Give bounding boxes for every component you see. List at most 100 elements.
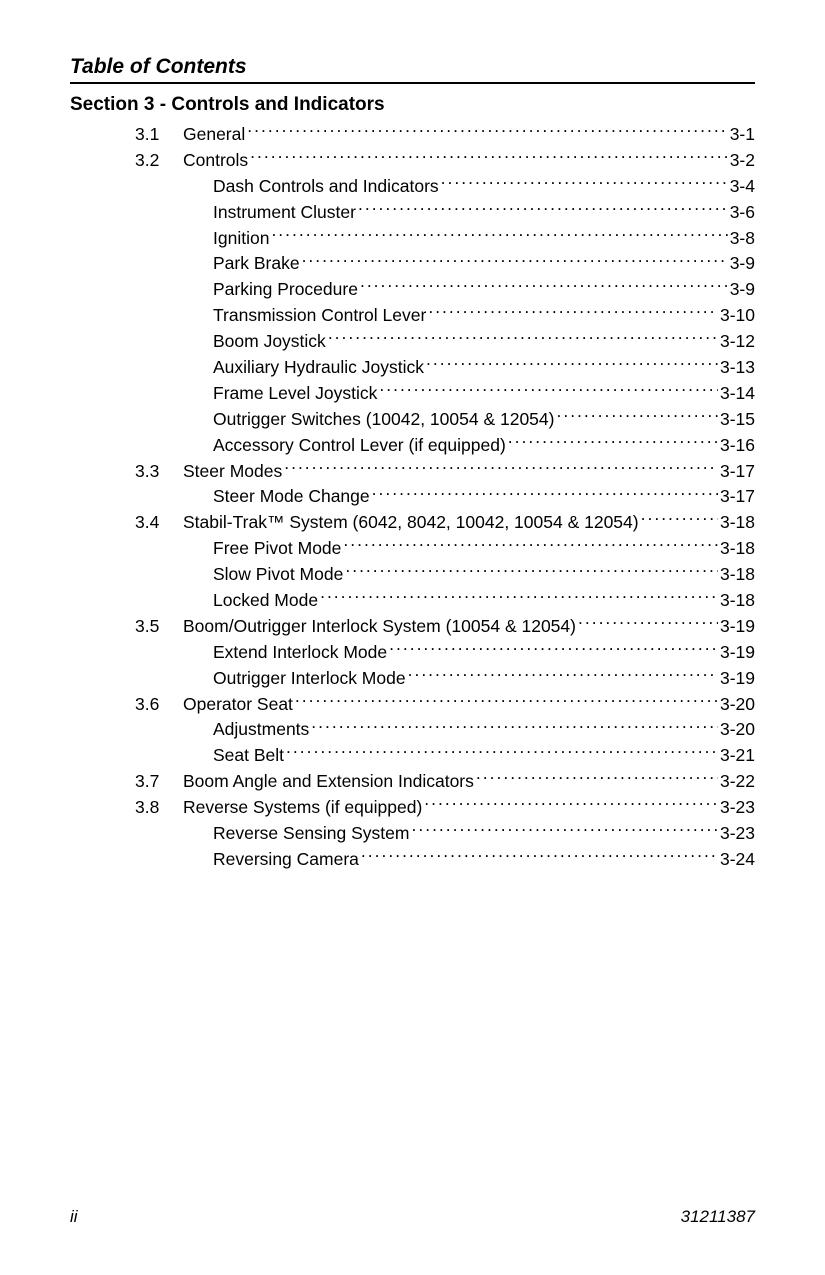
toc-entry: Steer Mode Change 3-17 [70, 484, 755, 510]
toc-entry-page: 3-9 [730, 277, 755, 303]
toc-entry: Instrument Cluster3-6 [70, 200, 755, 226]
toc-entry-number: 3.3 [135, 459, 183, 485]
toc-entry-label: Ignition [183, 226, 269, 252]
footer-doc-number: 31211387 [681, 1207, 755, 1227]
toc-leader-dots [361, 847, 718, 865]
toc-entry-page: 3-19 [720, 640, 755, 666]
toc-entry-label: Steer Modes [183, 459, 282, 485]
toc-entry-label: Locked Mode [183, 588, 318, 614]
toc-entry-label: Transmission Control Lever [183, 303, 426, 329]
toc-entry-page: 3-15 [720, 407, 755, 433]
toc-entry-page: 3-22 [720, 769, 755, 795]
toc-entry: Reversing Camera3-24 [70, 847, 755, 873]
toc-entry: Frame Level Joystick 3-14 [70, 381, 755, 407]
toc-entry-page: 3-20 [720, 717, 755, 743]
toc-leader-dots [641, 511, 718, 529]
toc-entry-label: Free Pivot Mode [183, 536, 341, 562]
toc-leader-dots [476, 770, 718, 788]
toc-entry: 3.1General 3-1 [70, 122, 755, 148]
toc-entry: Ignition 3-8 [70, 226, 755, 252]
toc-entry-number: 3.8 [135, 795, 183, 821]
toc-entry: Boom Joystick3-12 [70, 329, 755, 355]
toc-leader-dots [286, 744, 718, 762]
toc-entry-label: Reverse Systems (if equipped) [183, 795, 422, 821]
toc-entry: Park Brake 3-9 [70, 251, 755, 277]
toc-entry: Outrigger Switches (10042, 10054 & 12054… [70, 407, 755, 433]
toc-entry-page: 3-21 [720, 743, 755, 769]
toc-entry-label: Seat Belt [183, 743, 284, 769]
toc-entry: Locked Mode3-18 [70, 588, 755, 614]
toc-leader-dots [311, 718, 718, 736]
toc-entry-label: Accessory Control Lever (if equipped) [183, 433, 506, 459]
toc-entry-page: 3-17 [720, 459, 755, 485]
toc-entry-label: Outrigger Switches (10042, 10054 & 12054… [183, 407, 554, 433]
toc-entry-label: Boom/Outrigger Interlock System (10054 &… [183, 614, 576, 640]
toc-entry-page: 3-23 [720, 795, 755, 821]
toc-entry: 3.5Boom/Outrigger Interlock System (1005… [70, 614, 755, 640]
toc-entry-page: 3-18 [720, 562, 755, 588]
toc-leader-dots [578, 614, 718, 632]
toc-entry: Dash Controls and Indicators 3-4 [70, 174, 755, 200]
toc-entry: Outrigger Interlock Mode3-19 [70, 666, 755, 692]
toc-entry-label: Instrument Cluster [183, 200, 356, 226]
toc-entry: Seat Belt 3-21 [70, 743, 755, 769]
toc-entry-page: 3-9 [730, 251, 755, 277]
toc-entry-page: 3-10 [720, 303, 755, 329]
toc-entry: Extend Interlock Mode3-19 [70, 640, 755, 666]
toc-leader-dots [358, 200, 728, 218]
toc-entry: 3.7Boom Angle and Extension Indicators3-… [70, 769, 755, 795]
toc-entry-page: 3-4 [730, 174, 755, 200]
toc-entry-label: Outrigger Interlock Mode [183, 666, 406, 692]
toc-entry-label: Park Brake [183, 251, 300, 277]
toc-entry-label: Adjustments [183, 717, 309, 743]
toc-entry: 3.8Reverse Systems (if equipped) 3-23 [70, 795, 755, 821]
toc-entry-page: 3-20 [720, 692, 755, 718]
toc-entry-page: 3-16 [720, 433, 755, 459]
toc-entry: 3.2Controls 3-2 [70, 148, 755, 174]
toc-entry-label: Steer Mode Change [183, 484, 370, 510]
toc-leader-dots [302, 252, 728, 270]
toc-leader-dots [428, 304, 718, 322]
toc-leader-dots [271, 226, 727, 244]
toc-list: 3.1General3-13.2Controls3-2Dash Controls… [70, 122, 755, 873]
toc-entry-number: 3.1 [135, 122, 183, 148]
toc-entry-label: Frame Level Joystick [183, 381, 377, 407]
toc-leader-dots [408, 666, 718, 684]
toc-leader-dots [372, 485, 718, 503]
footer-page-number: ii [70, 1207, 78, 1227]
toc-leader-dots [320, 589, 718, 607]
toc-entry-page: 3-18 [720, 510, 755, 536]
toc-entry-label: General [183, 122, 245, 148]
toc-leader-dots [424, 796, 718, 814]
toc-entry-page: 3-2 [730, 148, 755, 174]
toc-leader-dots [284, 459, 718, 477]
toc-leader-dots [556, 407, 718, 425]
toc-entry-label: Dash Controls and Indicators [183, 174, 439, 200]
toc-entry-label: Controls [183, 148, 248, 174]
toc-leader-dots [345, 563, 718, 581]
toc-entry: Auxiliary Hydraulic Joystick3-13 [70, 355, 755, 381]
toc-entry-number: 3.2 [135, 148, 183, 174]
toc-entry: Adjustments 3-20 [70, 717, 755, 743]
toc-entry-page: 3-17 [720, 484, 755, 510]
toc-entry-page: 3-13 [720, 355, 755, 381]
toc-entry: Parking Procedure 3-9 [70, 277, 755, 303]
toc-leader-dots [295, 692, 718, 710]
toc-leader-dots [379, 381, 718, 399]
toc-entry-number: 3.6 [135, 692, 183, 718]
toc-entry-number: 3.5 [135, 614, 183, 640]
toc-entry: 3.4Stabil-Trak™ System (6042, 8042, 1004… [70, 510, 755, 536]
toc-entry-page: 3-19 [720, 614, 755, 640]
toc-leader-dots [343, 537, 718, 555]
toc-entry-page: 3-14 [720, 381, 755, 407]
toc-leader-dots [426, 356, 718, 374]
toc-entry-page: 3-1 [730, 122, 755, 148]
toc-entry-page: 3-18 [720, 536, 755, 562]
toc-entry-label: Stabil-Trak™ System (6042, 8042, 10042, … [183, 510, 639, 536]
toc-leader-dots [411, 822, 717, 840]
toc-entry: Free Pivot Mode 3-18 [70, 536, 755, 562]
toc-leader-dots [328, 330, 718, 348]
toc-entry-label: Parking Procedure [183, 277, 358, 303]
toc-entry-page: 3-8 [730, 226, 755, 252]
toc-entry-label: Reverse Sensing System [183, 821, 409, 847]
